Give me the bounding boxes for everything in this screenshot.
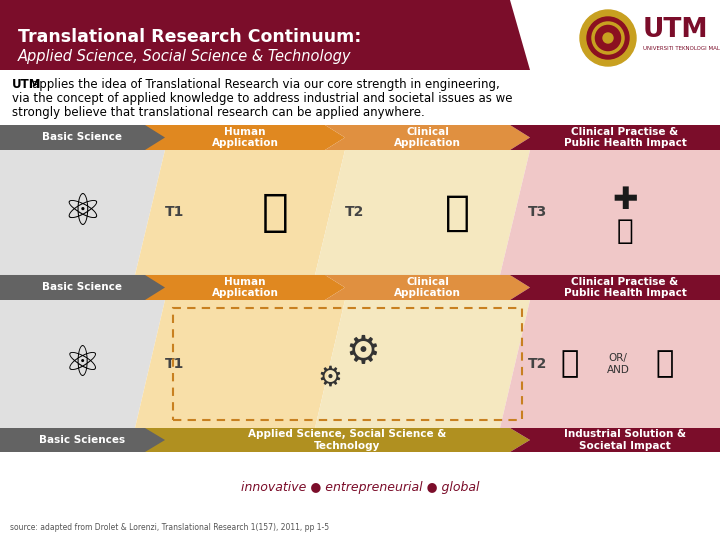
Text: UNIVERSITI TEKNOLOGI MALAYSIA: UNIVERSITI TEKNOLOGI MALAYSIA (643, 45, 720, 51)
Text: UTM: UTM (12, 78, 42, 91)
Text: Clinical
Application: Clinical Application (394, 127, 461, 148)
Text: ⚛: ⚛ (63, 191, 102, 234)
Text: ⚙: ⚙ (317, 364, 342, 392)
Text: Human
Application: Human Application (212, 276, 279, 298)
Text: Clinical
Application: Clinical Application (394, 276, 461, 298)
Text: OR/
AND: OR/ AND (606, 353, 629, 375)
Text: ✚: ✚ (612, 186, 638, 215)
Polygon shape (510, 428, 720, 452)
Text: Basic Science: Basic Science (42, 132, 122, 143)
Polygon shape (500, 300, 720, 428)
Text: UTM: UTM (643, 17, 708, 43)
Text: ⚛: ⚛ (64, 343, 102, 385)
Text: 💉: 💉 (445, 192, 470, 233)
Text: Clinical Practise &
Public Health Impact: Clinical Practise & Public Health Impact (564, 276, 686, 298)
Text: 🤲: 🤲 (617, 217, 634, 245)
Text: Human
Application: Human Application (212, 127, 279, 148)
Text: T1: T1 (166, 357, 185, 371)
Polygon shape (135, 150, 345, 275)
Polygon shape (0, 125, 185, 150)
Polygon shape (325, 275, 530, 300)
Text: Basic Science: Basic Science (42, 282, 122, 293)
Text: Industrial Solution &
Societal Impact: Industrial Solution & Societal Impact (564, 429, 686, 451)
Text: T3: T3 (528, 206, 548, 219)
Text: strongly believe that translational research can be applied anywhere.: strongly believe that translational rese… (12, 106, 425, 119)
Text: via the concept of applied knowledge to address industrial and societal issues a: via the concept of applied knowledge to … (12, 92, 513, 105)
Polygon shape (325, 125, 530, 150)
Text: 🏭: 🏭 (561, 349, 579, 379)
Text: Translational Research Continuum:: Translational Research Continuum: (18, 28, 361, 46)
Text: 👥: 👥 (656, 349, 674, 379)
Text: applies the idea of Translational Research via our core strength in engineering,: applies the idea of Translational Resear… (32, 78, 500, 91)
Polygon shape (0, 275, 185, 300)
Polygon shape (0, 150, 165, 275)
Text: source: adapted from Drolet & Lorenzi, Translational Research 1(157), 2011, pp 1: source: adapted from Drolet & Lorenzi, T… (10, 523, 329, 532)
Circle shape (603, 33, 613, 43)
Polygon shape (135, 300, 345, 428)
Polygon shape (315, 300, 530, 428)
Polygon shape (0, 428, 185, 452)
Polygon shape (0, 300, 165, 428)
Text: Applied Science, Social Science & Technology: Applied Science, Social Science & Techno… (18, 50, 351, 64)
Polygon shape (500, 150, 720, 275)
Polygon shape (315, 150, 530, 275)
Text: Basic Sciences: Basic Sciences (40, 435, 125, 445)
Circle shape (580, 10, 636, 66)
Circle shape (587, 17, 629, 59)
Text: Clinical Practise &
Public Health Impact: Clinical Practise & Public Health Impact (564, 127, 686, 148)
Polygon shape (510, 125, 720, 150)
Text: T1: T1 (166, 206, 185, 219)
Polygon shape (0, 0, 530, 70)
Text: Applied Science, Social Science &
Technology: Applied Science, Social Science & Techno… (248, 429, 446, 451)
Polygon shape (145, 275, 345, 300)
Polygon shape (145, 125, 345, 150)
Polygon shape (145, 428, 530, 452)
Text: 🚶: 🚶 (261, 191, 289, 234)
Polygon shape (510, 275, 720, 300)
Text: innovative ● entrepreneurial ● global: innovative ● entrepreneurial ● global (240, 482, 480, 495)
Text: T2: T2 (528, 357, 548, 371)
Text: ⚙: ⚙ (345, 333, 380, 371)
Text: T2: T2 (346, 206, 365, 219)
